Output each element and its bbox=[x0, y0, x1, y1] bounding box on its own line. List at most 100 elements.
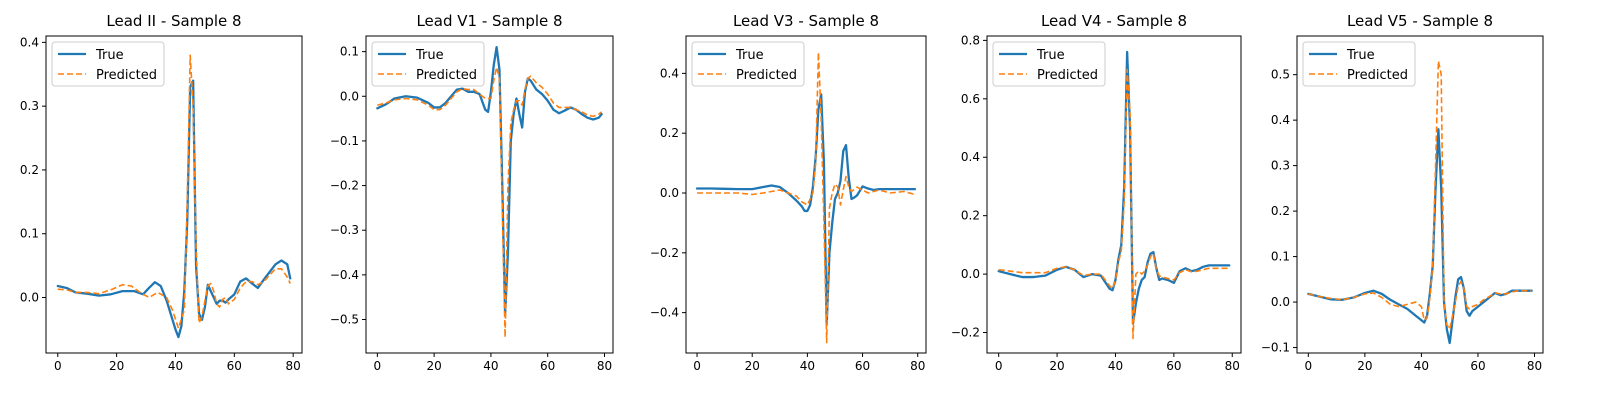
predicted-series-line bbox=[377, 66, 603, 339]
subplot-title: Lead II - Sample 8 bbox=[106, 12, 241, 30]
predicted-series-line bbox=[998, 68, 1230, 340]
subplot-3: Lead V3 - Sample 8 0 20 40 60 80 0.4 0.2 0.0 −0.2… bbox=[650, 12, 927, 373]
y-tick-label: 0.1 bbox=[20, 227, 39, 241]
series-group bbox=[695, 51, 917, 344]
x-tick-label: 20 bbox=[1357, 359, 1372, 373]
x-tick-label: 0 bbox=[693, 359, 701, 373]
true-series-line bbox=[376, 46, 603, 317]
x-tick-label: 80 bbox=[1527, 359, 1542, 373]
legend: True Predicted bbox=[371, 41, 485, 87]
subplot-2: Lead V1 - Sample 8 0 20 40 60 80 0.1 0.0 −0.1 −0.… bbox=[330, 12, 614, 373]
legend-label-true: True bbox=[1346, 48, 1375, 63]
legend-label-true: True bbox=[1036, 48, 1065, 63]
x-tick-label: 40 bbox=[1108, 359, 1123, 373]
y-tick-label: 0.2 bbox=[660, 126, 679, 140]
y-tick-label: −0.2 bbox=[951, 326, 980, 340]
legend: True Predicted bbox=[691, 41, 805, 87]
subplot-5: Lead V5 - Sample 8 0 20 40 60 80 0.5 0.4 0.3 0.2 0… bbox=[1261, 12, 1544, 373]
y-tick-label: −0.5 bbox=[330, 313, 359, 327]
y-tick-label: 0.4 bbox=[20, 35, 39, 49]
x-tick-label: 80 bbox=[910, 359, 925, 373]
x-tick-label: 60 bbox=[540, 359, 555, 373]
y-tick-label: 0.5 bbox=[1271, 68, 1290, 82]
axes-frame bbox=[986, 35, 1242, 354]
y-tick-label: 0.3 bbox=[1271, 159, 1290, 173]
axes-frame bbox=[1296, 35, 1544, 354]
legend-label-predicted: Predicted bbox=[736, 68, 797, 83]
legend: True Predicted bbox=[992, 41, 1106, 87]
x-tick-label: 60 bbox=[1166, 359, 1181, 373]
legend-label-predicted: Predicted bbox=[1037, 68, 1098, 83]
legend: True Predicted bbox=[1302, 41, 1416, 87]
predicted-series-line bbox=[57, 54, 291, 329]
subplot-title: Lead V4 - Sample 8 bbox=[1041, 12, 1187, 30]
x-tick-label: 0 bbox=[54, 359, 62, 373]
y-tick-label: 0.2 bbox=[20, 163, 39, 177]
y-tick-label: 0.2 bbox=[1271, 204, 1290, 218]
axes-frame bbox=[365, 35, 614, 354]
x-tick-label: 0 bbox=[374, 359, 382, 373]
axes-frame bbox=[45, 35, 303, 354]
y-tick-label: −0.2 bbox=[330, 179, 359, 193]
y-tick-label: −0.3 bbox=[330, 223, 359, 237]
y-tick-label: 0.3 bbox=[20, 99, 39, 113]
y-tick-label: −0.4 bbox=[330, 268, 359, 282]
y-tick-label: 0.0 bbox=[20, 291, 39, 305]
series-group bbox=[56, 54, 292, 339]
y-tick-label: 0.6 bbox=[961, 92, 980, 106]
x-tick-label: 40 bbox=[1414, 359, 1429, 373]
x-tick-label: 60 bbox=[1470, 359, 1485, 373]
legend: True Predicted bbox=[51, 41, 165, 87]
subplot-title: Lead V1 - Sample 8 bbox=[416, 12, 562, 30]
subplot-title: Lead V5 - Sample 8 bbox=[1347, 12, 1493, 30]
y-tick-label: 0.0 bbox=[1271, 295, 1290, 309]
x-tick-label: 20 bbox=[745, 359, 760, 373]
legend-label-predicted: Predicted bbox=[96, 68, 157, 83]
x-tick-label: 0 bbox=[1304, 359, 1312, 373]
x-tick-label: 80 bbox=[597, 359, 612, 373]
legend-label-true: True bbox=[415, 48, 444, 63]
legend-label-predicted: Predicted bbox=[416, 68, 477, 83]
x-tick-label: 60 bbox=[855, 359, 870, 373]
axes-frame bbox=[685, 35, 927, 354]
y-tick-label: 0.2 bbox=[961, 209, 980, 223]
series-group bbox=[997, 50, 1231, 340]
legend-label-predicted: Predicted bbox=[1347, 68, 1408, 83]
x-tick-label: 40 bbox=[483, 359, 498, 373]
x-tick-label: 40 bbox=[168, 359, 183, 373]
y-tick-label: 0.0 bbox=[660, 186, 679, 200]
y-tick-label: 0.4 bbox=[961, 150, 980, 164]
legend-label-true: True bbox=[735, 48, 764, 63]
x-tick-label: 20 bbox=[426, 359, 441, 373]
y-tick-label: 0.4 bbox=[660, 66, 679, 80]
y-tick-label: 0.8 bbox=[961, 33, 980, 47]
predicted-series-line bbox=[1308, 60, 1532, 331]
subplot-1: Lead II - Sample 8 0 20 40 60 80 0.0 0.1 0.2 0.3 0… bbox=[20, 12, 303, 373]
legend-label-true: True bbox=[95, 48, 124, 63]
y-tick-label: −0.1 bbox=[330, 134, 359, 148]
x-tick-label: 60 bbox=[227, 359, 242, 373]
y-tick-label: 0.1 bbox=[340, 45, 359, 59]
predicted-series-line bbox=[697, 51, 916, 344]
true-series-line bbox=[1307, 128, 1533, 345]
y-tick-label: 0.4 bbox=[1271, 113, 1290, 127]
x-tick-label: 40 bbox=[800, 359, 815, 373]
y-tick-label: −0.4 bbox=[650, 306, 679, 320]
x-tick-label: 0 bbox=[995, 359, 1003, 373]
series-group bbox=[376, 46, 603, 339]
true-series-line bbox=[695, 93, 917, 326]
series-group bbox=[1307, 60, 1533, 345]
y-tick-label: 0.1 bbox=[1271, 250, 1290, 264]
true-series-line bbox=[56, 79, 292, 339]
x-tick-label: 20 bbox=[109, 359, 124, 373]
y-tick-label: 0.0 bbox=[340, 89, 359, 103]
x-tick-label: 80 bbox=[1225, 359, 1240, 373]
x-tick-label: 20 bbox=[1049, 359, 1064, 373]
subplot-4: Lead V4 - Sample 8 0 20 40 60 80 0.8 0.6 0.4 0.2 0… bbox=[951, 12, 1242, 373]
subplot-title: Lead V3 - Sample 8 bbox=[733, 12, 879, 30]
y-tick-label: 0.0 bbox=[961, 267, 980, 281]
x-tick-label: 80 bbox=[286, 359, 301, 373]
y-tick-label: −0.2 bbox=[650, 246, 679, 260]
y-tick-label: −0.1 bbox=[1261, 341, 1290, 355]
